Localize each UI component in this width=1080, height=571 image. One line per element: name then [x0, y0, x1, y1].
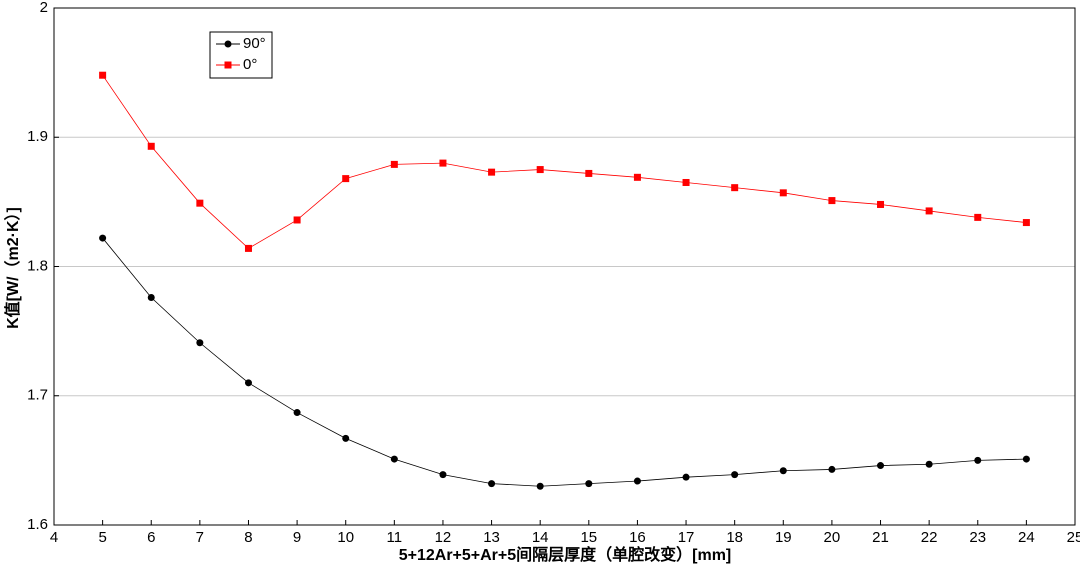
- data-point: [244, 244, 252, 252]
- x-tick-label: 25: [1067, 529, 1080, 546]
- data-point: [488, 168, 496, 176]
- y-tick-label: 1.6: [27, 516, 48, 533]
- data-point: [390, 160, 398, 168]
- legend-box: [209, 31, 273, 79]
- x-tick-label: 16: [629, 529, 646, 546]
- data-point: [293, 216, 301, 224]
- x-tick-label: 7: [196, 529, 204, 546]
- x-tick-label: 5: [98, 529, 106, 546]
- data-point: [779, 189, 787, 197]
- legend-marker: [224, 40, 232, 48]
- y-tick-label: 1.9: [27, 128, 48, 145]
- data-point: [293, 409, 301, 417]
- data-point: [99, 71, 107, 79]
- y-tick-label: 2: [40, 0, 48, 16]
- data-point: [925, 460, 933, 468]
- legend-label: 0°: [243, 56, 257, 73]
- x-tick-label: 12: [435, 529, 452, 546]
- data-point: [633, 173, 641, 181]
- data-point: [536, 166, 544, 174]
- data-point: [147, 142, 155, 150]
- x-tick-label: 10: [337, 529, 354, 546]
- data-point: [925, 207, 933, 215]
- data-point: [974, 456, 982, 464]
- data-point: [390, 455, 398, 463]
- data-point: [974, 213, 982, 221]
- data-point: [196, 199, 204, 207]
- series-line: [102, 74, 1027, 249]
- legend-marker: [224, 61, 232, 69]
- data-point: [244, 379, 252, 387]
- data-point: [342, 175, 350, 183]
- data-point: [682, 473, 690, 481]
- x-tick-label: 4: [50, 529, 58, 546]
- data-point: [342, 434, 350, 442]
- data-point: [682, 178, 690, 186]
- data-point: [196, 339, 204, 347]
- x-tick-label: 13: [483, 529, 500, 546]
- data-point: [1022, 455, 1030, 463]
- x-tick-label: 22: [921, 529, 938, 546]
- x-tick-label: 9: [293, 529, 301, 546]
- x-tick-label: 11: [387, 529, 403, 546]
- data-point: [779, 467, 787, 475]
- data-point: [877, 462, 885, 470]
- data-point: [828, 197, 836, 205]
- x-tick-label: 23: [969, 529, 986, 546]
- y-tick-label: 1.7: [27, 387, 48, 404]
- x-tick-label: 21: [872, 529, 889, 546]
- data-point: [731, 471, 739, 479]
- data-point: [633, 477, 641, 485]
- data-point: [828, 465, 836, 473]
- series-line: [102, 237, 1027, 487]
- x-tick-label: 24: [1018, 529, 1035, 546]
- legend-label: 90°: [243, 35, 266, 52]
- data-point: [488, 480, 496, 488]
- x-tick-label: 20: [824, 529, 841, 546]
- data-point: [585, 169, 593, 177]
- x-tick-label: 15: [580, 529, 597, 546]
- y-axis-label: K值[W/（m2·K）]: [3, 207, 22, 329]
- data-point: [1022, 219, 1030, 227]
- x-tick-label: 6: [147, 529, 155, 546]
- data-point: [147, 294, 155, 302]
- data-point: [536, 482, 544, 490]
- x-tick-label: 18: [726, 529, 743, 546]
- plot-frame: [53, 7, 1076, 526]
- data-point: [731, 184, 739, 192]
- data-point: [99, 234, 107, 242]
- x-axis-label: 5+12Ar+5+Ar+5间隔层厚度（单腔改变）[mm]: [399, 545, 732, 564]
- data-point: [585, 480, 593, 488]
- data-point: [439, 159, 447, 167]
- x-tick-label: 8: [244, 529, 252, 546]
- x-tick-label: 17: [678, 529, 695, 546]
- x-tick-label: 19: [775, 529, 792, 546]
- data-point: [877, 200, 885, 208]
- data-point: [439, 471, 447, 479]
- y-tick-label: 1.8: [27, 257, 48, 274]
- x-tick-label: 14: [532, 529, 549, 546]
